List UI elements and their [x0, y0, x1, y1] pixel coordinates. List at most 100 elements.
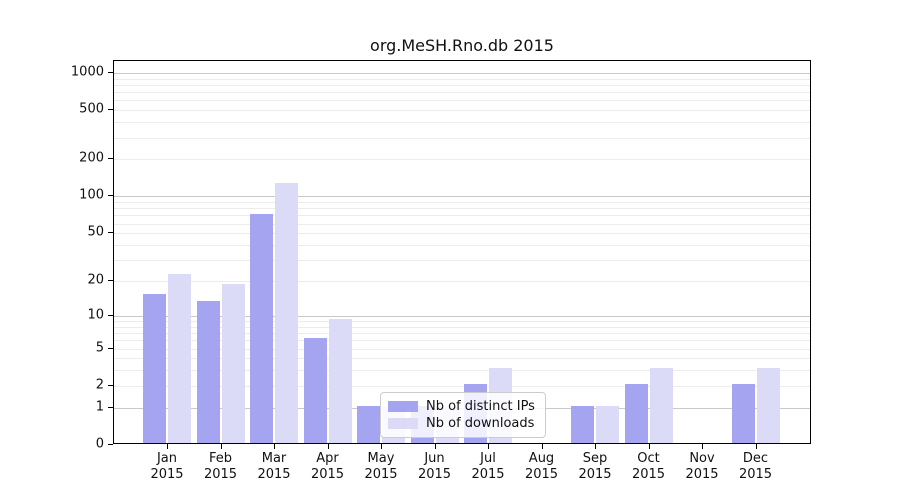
bar-downloads-jan — [168, 274, 191, 443]
y-tick-mark-10 — [108, 314, 113, 316]
gridline-1000 — [114, 72, 810, 74]
gridline-30 — [114, 260, 810, 262]
y-tick-mark-5 — [108, 347, 113, 349]
x-tick-label-apr: Apr 2015 — [310, 451, 345, 482]
x-tick-mark-oct — [648, 444, 650, 449]
bar-ips-sep — [571, 405, 594, 443]
y-tick-label-1: 1 — [95, 399, 104, 415]
bar-ips-apr — [303, 338, 327, 443]
bar-downloads-feb — [221, 284, 245, 443]
bar-downloads-sep — [596, 405, 619, 443]
y-tick-mark-0 — [108, 444, 113, 445]
gridline-200 — [114, 159, 810, 161]
x-tick-label-mar: Mar 2015 — [257, 451, 291, 482]
x-tick-label-may: May 2015 — [364, 451, 398, 482]
y-tick-label-200: 200 — [79, 150, 104, 166]
gridline-20 — [114, 281, 810, 283]
y-tick-label-1000: 1000 — [70, 64, 104, 80]
x-tick-mark-may — [381, 444, 382, 449]
bar-ips-jan — [143, 293, 166, 443]
x-tick-mark-jul — [488, 444, 489, 449]
legend-swatch-distinct-ips — [388, 401, 418, 412]
y-tick-label-2: 2 — [95, 377, 104, 393]
bars-layer — [114, 61, 810, 443]
y-tick-label-10: 10 — [87, 307, 104, 323]
legend-item-downloads: Nb of downloads — [388, 416, 537, 432]
gridline-800 — [114, 84, 810, 86]
y-tick-mark-50 — [108, 232, 113, 234]
bar-ips-oct — [624, 383, 648, 443]
x-tick-label-jun: Jun 2015 — [417, 451, 452, 482]
gridline-600 — [114, 100, 810, 102]
gridline-7 — [114, 333, 810, 335]
bar-downloads-dec — [756, 368, 780, 443]
x-tick-mark-apr — [327, 444, 329, 449]
x-tick-mark-feb — [220, 444, 222, 449]
gridline-5 — [114, 348, 810, 350]
bar-ips-may — [357, 405, 380, 443]
x-tick-label-aug: Aug 2015 — [524, 451, 559, 482]
gridline-100 — [114, 196, 810, 198]
gridline-3 — [114, 370, 810, 372]
chart-title: org.MeSH.Rno.db 2015 — [370, 36, 554, 55]
gridline-50 — [114, 233, 810, 235]
gridline-2 — [114, 385, 810, 387]
y-tick-mark-2 — [108, 384, 113, 386]
gridline-900 — [114, 78, 810, 80]
legend-item-distinct-ips: Nb of distinct IPs — [388, 399, 537, 415]
y-tick-mark-20 — [108, 280, 113, 282]
x-tick-label-oct: Oct 2015 — [631, 451, 666, 482]
legend-label-downloads: Nb of downloads — [426, 416, 535, 431]
gridlines-layer — [114, 61, 810, 443]
bar-ips-dec — [731, 383, 755, 443]
x-tick-mark-dec — [755, 444, 757, 449]
gridline-70 — [114, 215, 810, 217]
x-tick-mark-mar — [274, 444, 275, 449]
x-tick-mark-jan — [167, 444, 168, 449]
y-tick-mark-1000 — [108, 71, 113, 73]
plot-area — [113, 60, 811, 444]
x-tick-label-jul: Jul 2015 — [471, 451, 505, 482]
gridline-90 — [114, 202, 810, 204]
x-tick-label-dec: Dec 2015 — [738, 451, 773, 482]
x-tick-mark-nov — [702, 444, 703, 449]
gridline-700 — [114, 92, 810, 94]
x-tick-mark-aug — [541, 444, 543, 449]
y-tick-label-5: 5 — [95, 340, 104, 355]
y-tick-mark-200 — [108, 158, 113, 160]
gridline-40 — [114, 245, 810, 246]
y-tick-label-500: 500 — [79, 101, 104, 117]
bar-downloads-oct — [649, 368, 673, 443]
bar-ips-feb — [196, 300, 220, 443]
gridline-80 — [114, 208, 810, 210]
y-tick-label-100: 100 — [79, 187, 104, 203]
y-tick-mark-500 — [108, 109, 113, 111]
x-tick-label-jan: Jan 2015 — [150, 451, 184, 482]
legend-swatch-downloads — [388, 418, 418, 429]
y-tick-label-0: 0 — [95, 436, 104, 452]
gridline-60 — [114, 223, 810, 225]
bar-downloads-apr — [328, 319, 352, 443]
x-tick-label-nov: Nov 2015 — [685, 451, 719, 482]
y-tick-label-50: 50 — [87, 224, 104, 240]
legend: Nb of distinct IPs Nb of downloads — [380, 392, 546, 438]
x-tick-label-feb: Feb 2015 — [203, 451, 238, 482]
y-tick-label-20: 20 — [87, 272, 104, 288]
gridline-10 — [114, 315, 810, 317]
x-tick-mark-sep — [595, 444, 596, 449]
gridline-300 — [114, 137, 810, 139]
x-tick-label-sep: Sep 2015 — [578, 451, 612, 482]
x-tick-mark-jun — [434, 444, 436, 449]
legend-label-distinct-ips: Nb of distinct IPs — [426, 399, 535, 414]
bar-downloads-mar — [275, 183, 298, 443]
bar-ips-mar — [250, 214, 273, 443]
gridline-8 — [114, 326, 810, 328]
gridline-4 — [114, 358, 810, 360]
gridline-9 — [114, 321, 810, 322]
gridline-500 — [114, 110, 810, 112]
y-tick-mark-1 — [108, 406, 113, 408]
gridline-400 — [114, 122, 810, 124]
y-tick-mark-100 — [108, 195, 113, 197]
gridline-6 — [114, 340, 810, 342]
